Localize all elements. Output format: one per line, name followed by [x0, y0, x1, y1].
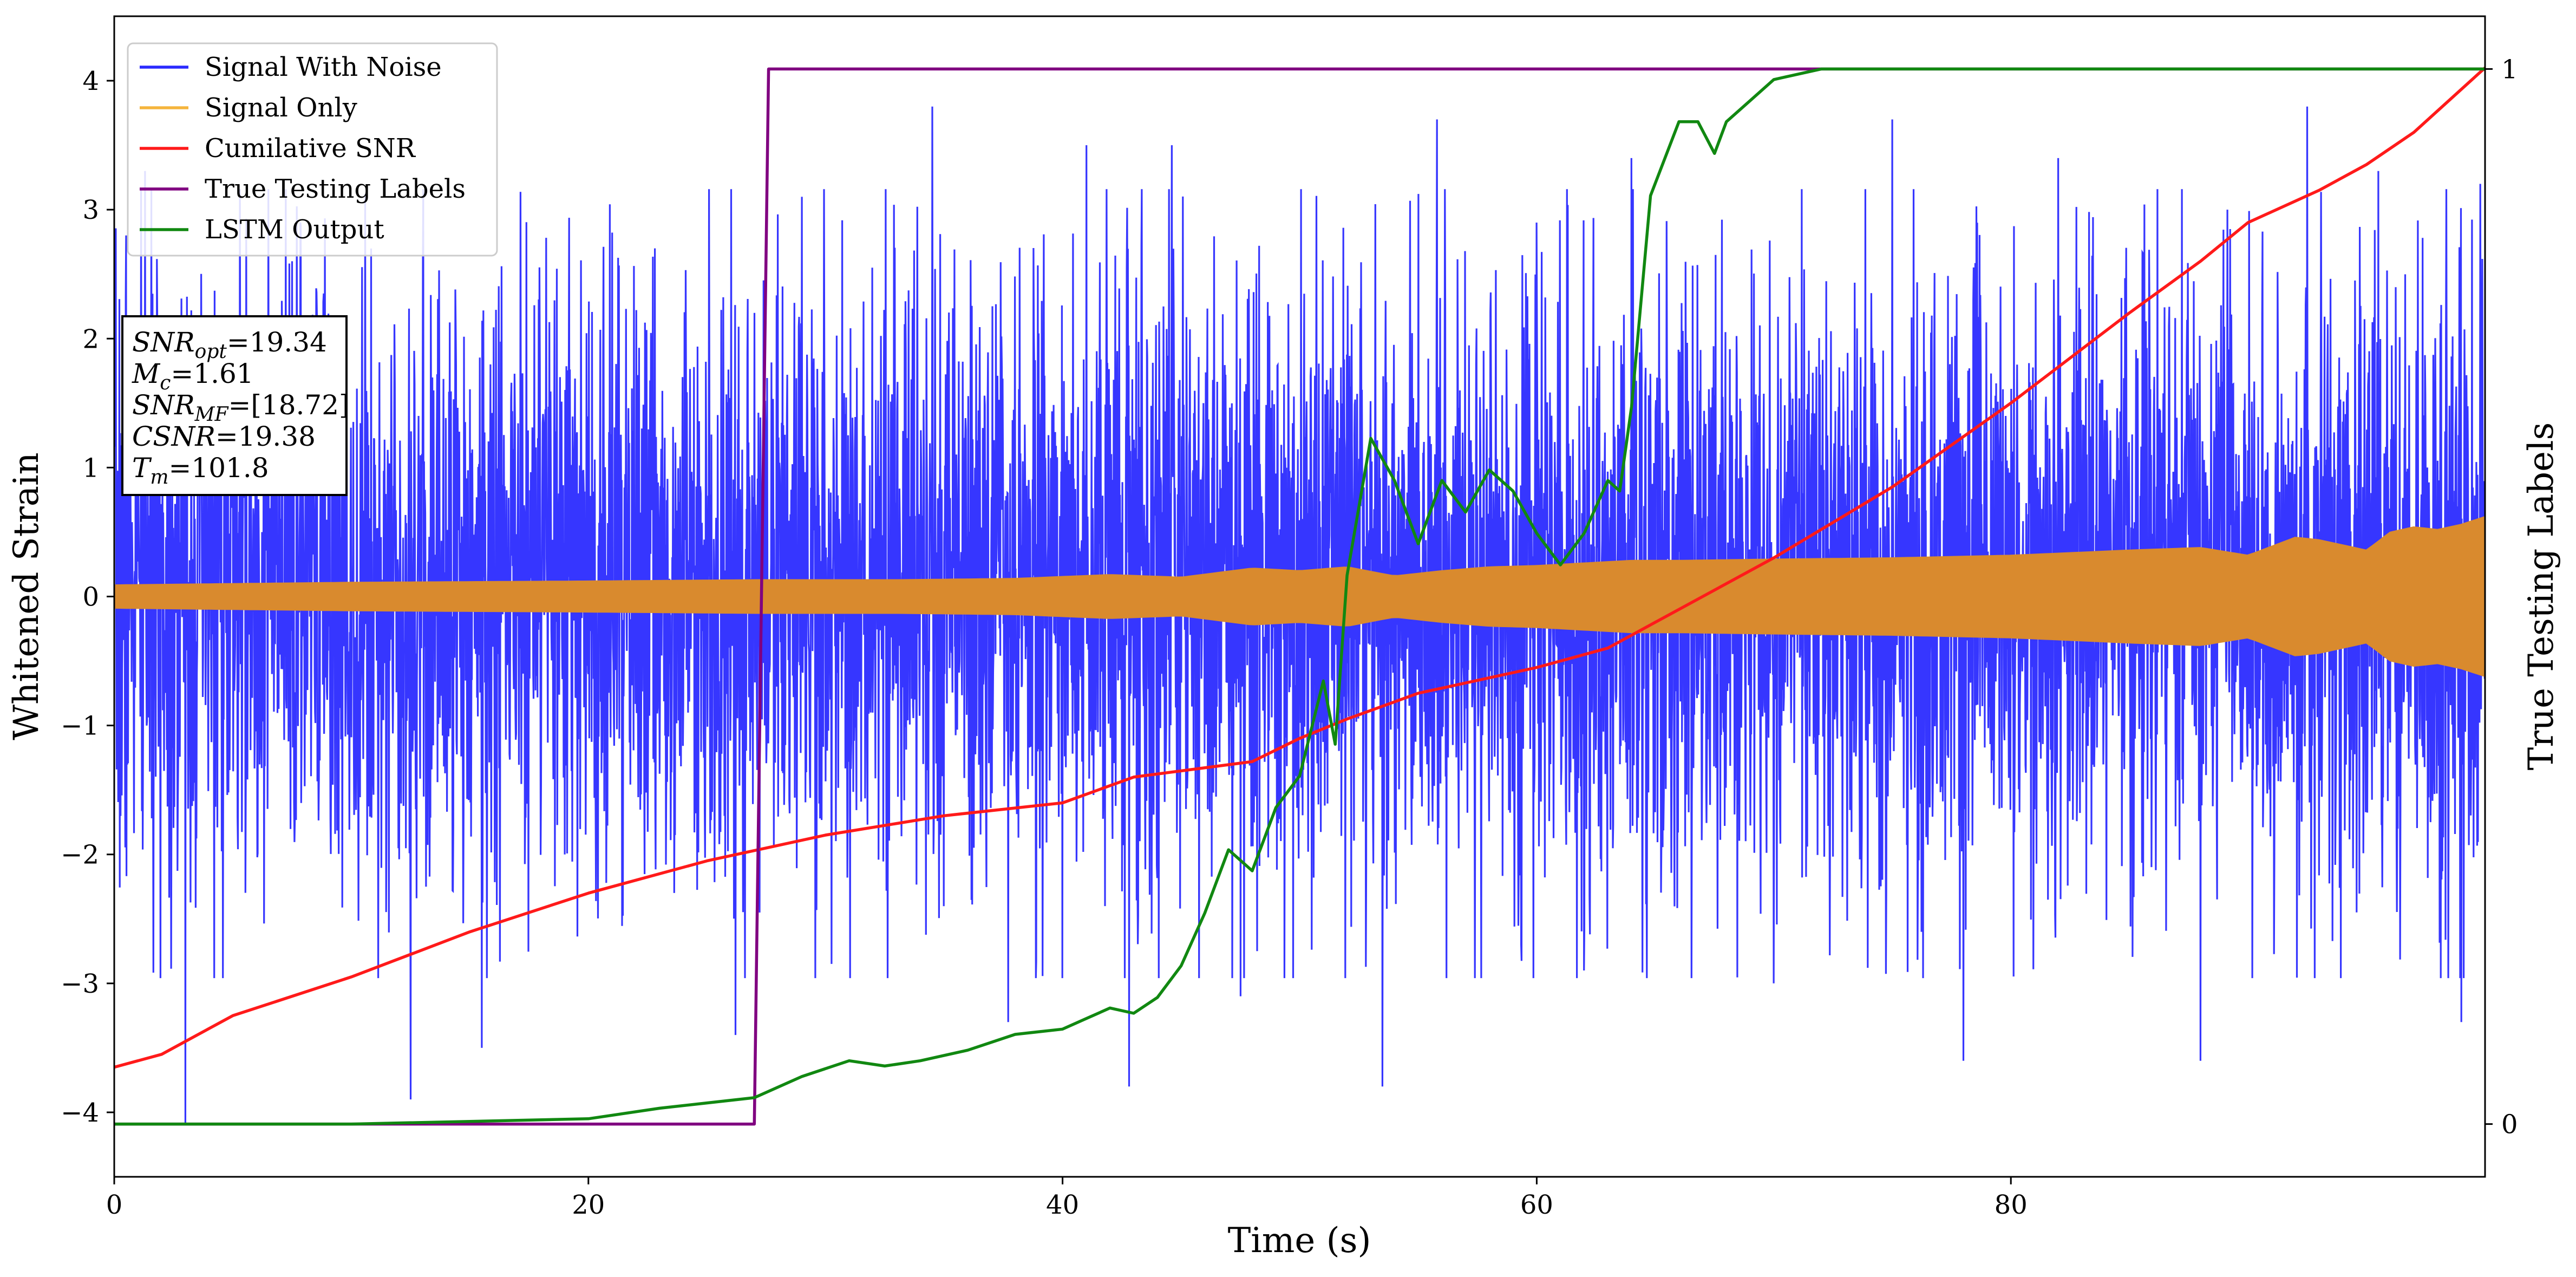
x-axis-title: Time (s): [1228, 1221, 1371, 1261]
series-true-testing-labels: [114, 67, 2485, 1126]
y-tick-label: −3: [61, 969, 99, 999]
annotation-line: Tm=101.8: [132, 452, 269, 488]
y-tick-label: −1: [61, 711, 99, 741]
y-tick-label: −4: [61, 1098, 99, 1128]
y-tick-label: 3: [82, 195, 99, 225]
x-tick-label: 40: [1046, 1190, 1079, 1220]
y-tick-label: 0: [82, 582, 99, 613]
x-tick-label: 0: [106, 1190, 123, 1220]
annotation-box: SNRopt=19.34Mc=1.61SNRMF=[18.72]CSNR=19.…: [121, 315, 350, 496]
x-tick-label: 80: [1995, 1190, 2028, 1220]
y2-axis-title: True Testing Labels: [2521, 422, 2561, 771]
series-cumilative-snr: [114, 67, 2485, 1069]
y-axis-title: Whitened Strain: [6, 452, 47, 740]
annotation-line: CSNR=19.38: [132, 421, 316, 452]
y2-tick-label: 1: [2501, 54, 2518, 84]
legend-frame: [127, 42, 498, 257]
y-tick-label: 1: [82, 453, 99, 483]
legend-label-signal-with-noise: Signal With Noise: [205, 52, 442, 82]
legend-label-true-testing-labels: True Testing Labels: [205, 174, 466, 204]
x-tick-label: 20: [572, 1190, 605, 1220]
y-tick-label: 2: [82, 324, 99, 354]
annotation-line: SNRMF=[18.72]: [132, 389, 350, 426]
y-tick-label: 4: [82, 66, 99, 96]
legend-label-lstm-output: LSTM Output: [205, 214, 384, 245]
annotation-frame: [121, 315, 348, 496]
annotation-line: SNRopt=19.34: [132, 327, 327, 363]
legend: Signal With Noise Signal Only Cumilative S…: [127, 42, 498, 257]
y2-tick-label: 0: [2501, 1110, 2518, 1140]
x-tick-label: 60: [1520, 1190, 1553, 1220]
series-lstm-output: [114, 67, 2485, 1126]
plot-area: [114, 67, 2485, 1126]
legend-label-cumilative-snr: Cumilative SNR: [205, 133, 416, 164]
y-tick-label: −2: [61, 840, 99, 870]
annotation-line: Mc=1.61: [132, 358, 254, 394]
legend-label-signal-only: Signal Only: [205, 93, 357, 123]
series-signal-only: [114, 516, 2485, 677]
